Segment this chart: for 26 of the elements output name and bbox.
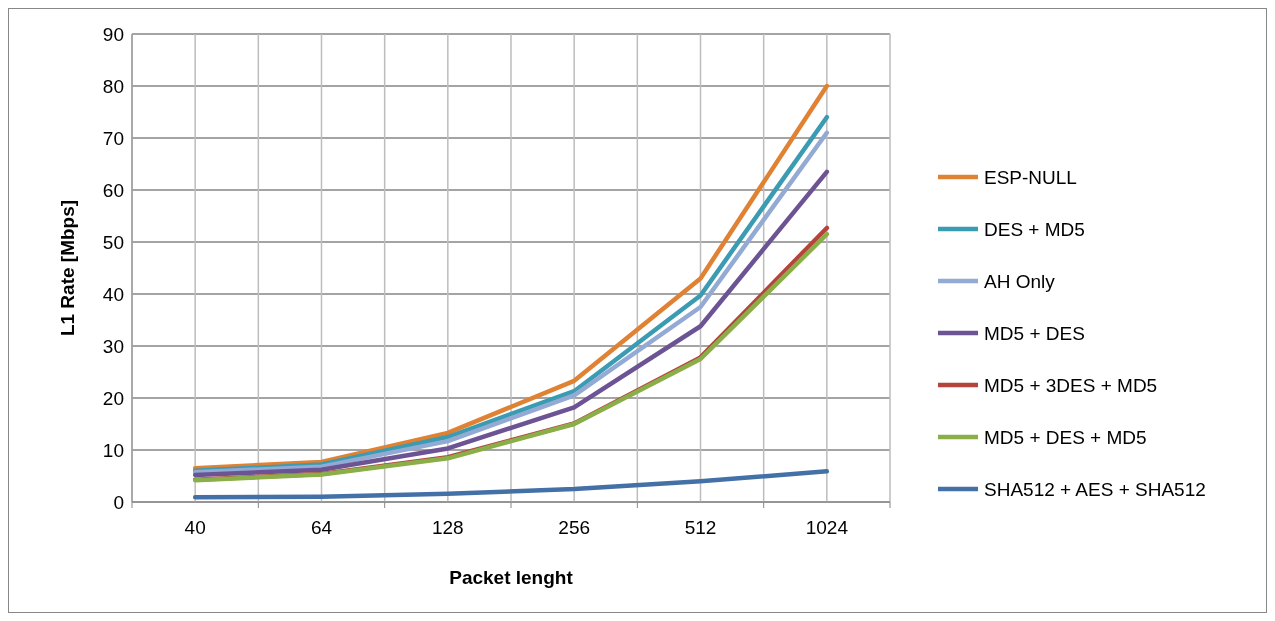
legend-label: MD5 + DES — [984, 322, 1085, 344]
x-tick-label: 64 — [310, 517, 333, 538]
legend-label: ESP-NULL — [984, 166, 1077, 188]
legend-label: MD5 + DES + MD5 — [984, 426, 1147, 448]
y-tick-label: 60 — [102, 179, 124, 201]
y-tick-label: 70 — [102, 127, 124, 149]
legend-label: DES + MD5 — [984, 218, 1085, 240]
y-tick-label: 50 — [102, 231, 124, 253]
line-series — [192, 469, 830, 500]
y-axis-title: L1 Rate [Mbps] — [57, 199, 78, 337]
y-tick-label: 40 — [102, 283, 124, 305]
legend-label: AH Only — [984, 270, 1056, 292]
y-tick-label: 20 — [102, 387, 124, 409]
x-tick-label: 1024 — [805, 517, 849, 538]
legend-label: SHA512 + AES + SHA512 — [984, 478, 1206, 500]
x-tick-label: 512 — [684, 517, 717, 538]
x-tick-label: 40 — [184, 517, 206, 538]
x-tick-label: 128 — [431, 517, 464, 538]
x-tick-label: 256 — [558, 517, 591, 538]
y-tick-label: 10 — [102, 439, 124, 461]
y-tick-label: 0 — [113, 491, 124, 513]
x-axis-title: Packet lenght — [449, 567, 574, 588]
y-tick-label: 80 — [102, 75, 124, 97]
legend-label: MD5 + 3DES + MD5 — [984, 374, 1158, 396]
y-tick-label: 30 — [102, 335, 124, 357]
y-tick-label: 90 — [102, 23, 124, 45]
